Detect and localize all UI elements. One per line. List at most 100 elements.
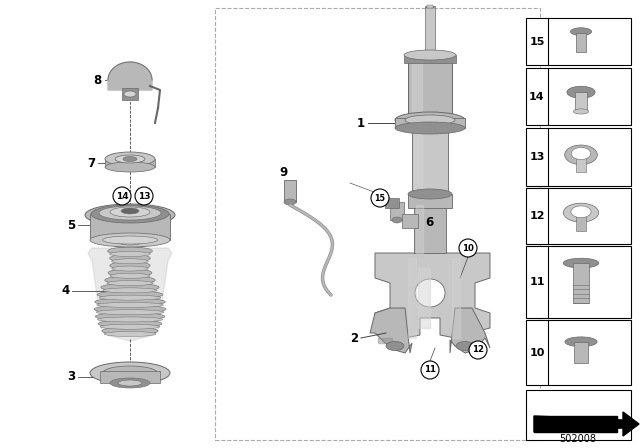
Ellipse shape (90, 362, 170, 384)
Polygon shape (425, 6, 435, 8)
Bar (105, 159, 155, 167)
Polygon shape (450, 308, 490, 353)
Ellipse shape (110, 262, 150, 270)
Bar (452, 258, 460, 338)
Ellipse shape (100, 324, 160, 329)
Text: 13: 13 (138, 191, 150, 201)
Bar (414, 126, 422, 198)
Text: 4: 4 (61, 284, 70, 297)
Ellipse shape (108, 247, 152, 255)
Ellipse shape (103, 288, 157, 293)
Text: 6: 6 (425, 215, 433, 228)
Ellipse shape (99, 206, 161, 220)
Ellipse shape (105, 152, 155, 166)
Text: 2: 2 (350, 332, 358, 345)
Ellipse shape (97, 291, 163, 299)
Ellipse shape (97, 302, 163, 307)
Bar (526, 320, 631, 385)
Text: 11: 11 (424, 366, 436, 375)
Ellipse shape (408, 189, 452, 199)
Polygon shape (370, 308, 412, 353)
Polygon shape (108, 62, 152, 90)
Ellipse shape (284, 199, 296, 205)
Ellipse shape (563, 203, 598, 222)
Ellipse shape (96, 310, 164, 314)
Circle shape (371, 189, 389, 207)
Ellipse shape (102, 366, 157, 380)
Bar (526, 246, 631, 318)
Bar (575, 92, 588, 112)
Text: 11: 11 (529, 277, 545, 287)
Ellipse shape (91, 205, 169, 223)
Ellipse shape (395, 112, 465, 128)
Bar (576, 213, 586, 231)
Bar (414, 205, 446, 253)
Ellipse shape (95, 298, 165, 306)
Ellipse shape (85, 204, 175, 226)
Bar (408, 194, 452, 208)
Circle shape (459, 239, 477, 257)
Circle shape (421, 361, 439, 379)
Ellipse shape (110, 378, 150, 388)
Text: 12: 12 (472, 345, 484, 354)
Text: 5: 5 (67, 219, 75, 232)
Ellipse shape (109, 251, 150, 257)
Bar (526, 390, 631, 440)
Text: 1: 1 (357, 116, 365, 129)
Ellipse shape (109, 234, 151, 248)
Bar (404, 55, 456, 63)
Ellipse shape (111, 259, 148, 264)
Text: 9: 9 (280, 165, 288, 178)
Ellipse shape (570, 28, 591, 35)
Ellipse shape (97, 317, 163, 322)
Ellipse shape (94, 305, 166, 313)
Bar (385, 198, 399, 208)
Bar (378, 338, 392, 343)
Bar (390, 202, 404, 220)
Ellipse shape (105, 276, 155, 284)
Ellipse shape (112, 266, 148, 271)
Text: 502008: 502008 (559, 434, 596, 444)
Ellipse shape (563, 258, 599, 268)
Bar (215, 8, 540, 440)
Bar (122, 88, 138, 100)
Bar (427, 5, 433, 8)
Ellipse shape (572, 147, 591, 159)
Ellipse shape (98, 320, 162, 328)
Ellipse shape (565, 337, 597, 347)
Ellipse shape (109, 254, 150, 262)
Ellipse shape (99, 295, 161, 300)
Bar (412, 126, 448, 198)
Polygon shape (375, 253, 490, 338)
Bar (90, 214, 170, 240)
Text: 15: 15 (529, 36, 545, 47)
Ellipse shape (564, 145, 597, 164)
Bar (412, 56, 422, 118)
Bar (573, 342, 588, 363)
Ellipse shape (404, 50, 456, 60)
Text: 14: 14 (529, 91, 545, 102)
Text: 14: 14 (116, 191, 128, 201)
Text: 7: 7 (87, 156, 95, 169)
Bar (534, 416, 617, 432)
Ellipse shape (110, 273, 150, 278)
Bar (576, 155, 586, 172)
Ellipse shape (405, 115, 455, 125)
Ellipse shape (102, 327, 158, 335)
Bar (395, 118, 465, 128)
Text: 10: 10 (529, 348, 545, 358)
Bar (418, 268, 430, 328)
Ellipse shape (110, 207, 150, 217)
Ellipse shape (573, 109, 589, 114)
Circle shape (113, 187, 131, 205)
Bar (526, 128, 631, 186)
Ellipse shape (116, 237, 144, 245)
Circle shape (135, 187, 153, 205)
Bar (408, 56, 452, 118)
Bar (526, 188, 631, 244)
Ellipse shape (386, 341, 404, 350)
Ellipse shape (124, 91, 136, 97)
Ellipse shape (456, 341, 474, 350)
Bar (402, 214, 418, 228)
Text: 13: 13 (529, 152, 545, 162)
